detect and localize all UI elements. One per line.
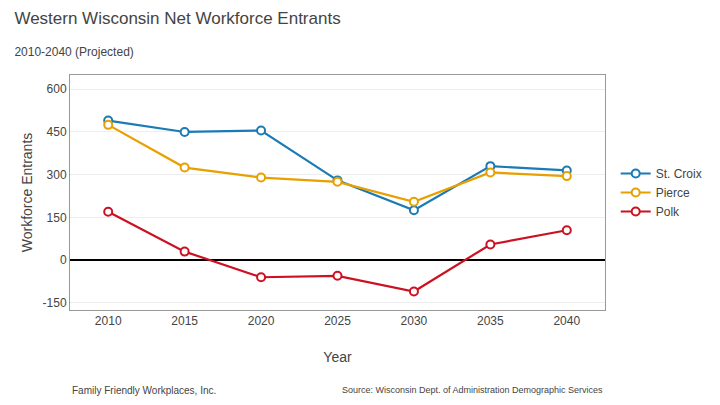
svg-text:Western Wisconsin Net Workforc: Western Wisconsin Net Workforce Entrants [14, 9, 340, 28]
svg-text:2020: 2020 [248, 314, 275, 328]
svg-text:450: 450 [47, 125, 67, 139]
svg-text:2035: 2035 [477, 314, 504, 328]
svg-text:Source: Wisconsin Dept. of Adm: Source: Wisconsin Dept. of Administratio… [342, 385, 603, 395]
svg-text:150: 150 [47, 211, 67, 225]
svg-text:-150: -150 [43, 296, 67, 310]
svg-text:Pierce: Pierce [656, 186, 690, 200]
svg-text:300: 300 [47, 168, 67, 182]
svg-text:Polk: Polk [656, 205, 680, 219]
svg-text:2015: 2015 [171, 314, 198, 328]
svg-text:600: 600 [47, 82, 67, 96]
svg-text:Year: Year [323, 349, 352, 365]
svg-text:2010-2040 (Projected): 2010-2040 (Projected) [14, 45, 133, 59]
svg-text:Family Friendly Workplaces, In: Family Friendly Workplaces, Inc. [72, 385, 216, 396]
svg-text:2040: 2040 [553, 314, 580, 328]
svg-text:2030: 2030 [401, 314, 428, 328]
svg-text:Workforce Entrants: Workforce Entrants [19, 133, 35, 253]
svg-text:0: 0 [60, 253, 67, 267]
svg-text:2010: 2010 [95, 314, 122, 328]
svg-text:St. Croix: St. Croix [656, 167, 702, 181]
svg-text:2025: 2025 [324, 314, 351, 328]
